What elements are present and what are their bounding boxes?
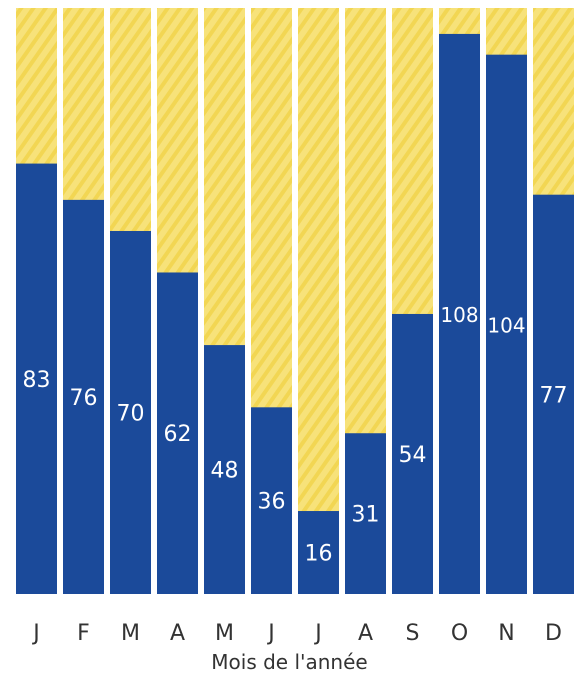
value-label: 16 [305,542,333,567]
value-label: 76 [70,386,98,411]
value-label: 36 [258,490,286,515]
value-label: 108 [440,303,478,327]
bar [110,230,151,594]
bar [439,33,480,595]
tick-label: F [77,621,90,646]
bar [16,163,57,594]
tick-label: D [545,621,562,646]
tick-label: A [170,621,185,646]
bar [157,272,198,594]
x-axis-label: Mois de l'année [211,650,368,674]
value-label: 48 [211,459,239,484]
bar [533,194,574,595]
bar [251,407,292,594]
tick-label: O [451,621,468,646]
value-label: 83 [23,368,51,393]
value-label: 77 [540,383,568,408]
tick-label: A [358,621,373,646]
value-label: 54 [399,443,427,468]
bar [392,313,433,594]
value-label: 31 [352,503,380,528]
value-label: 104 [487,313,525,337]
value-label: 62 [164,422,192,447]
bar [486,54,527,595]
tick-label: J [266,621,275,646]
tick-label: S [406,621,420,646]
tick-label: J [313,621,322,646]
tick-label: M [121,621,140,646]
value-label: 70 [117,401,145,426]
bar [63,199,104,594]
bar [204,345,245,594]
tick-label: J [31,621,40,646]
tick-label: M [215,621,234,646]
background-column [298,8,339,594]
bar [298,511,339,594]
bar [345,433,386,594]
tick-label: N [498,621,514,646]
